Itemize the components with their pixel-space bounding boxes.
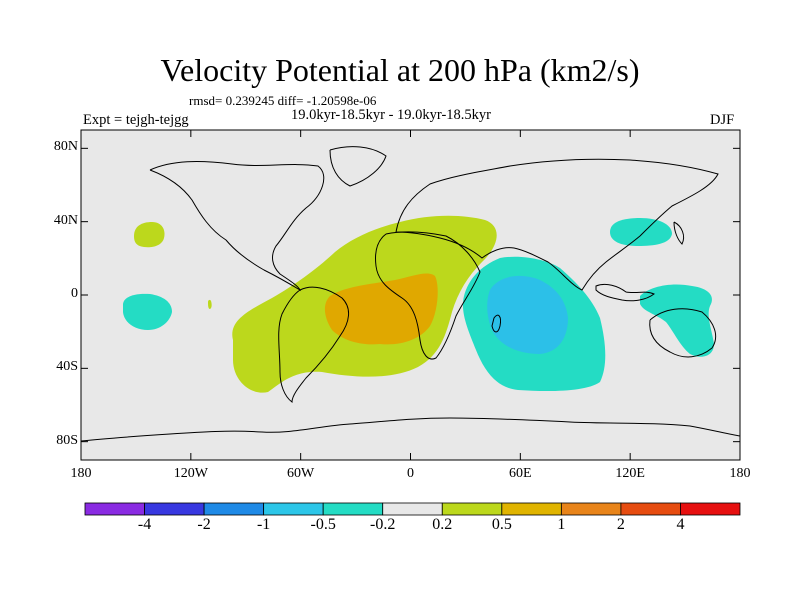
y-tick-label: 80N bbox=[53, 139, 78, 155]
x-tick-label: 180 bbox=[729, 466, 751, 481]
colorbar-label: -4 bbox=[137, 516, 152, 533]
colorbar-label: 0.5 bbox=[491, 516, 512, 533]
tick-marks bbox=[80, 130, 741, 460]
y-tick-label: 80S bbox=[56, 432, 78, 448]
colorbar-label: 0.2 bbox=[432, 516, 453, 533]
colorbar-swatch bbox=[322, 502, 384, 516]
colorbar-label: -0.2 bbox=[370, 516, 396, 533]
colorbar-label: -1 bbox=[256, 516, 271, 533]
coast-south-america bbox=[278, 286, 349, 404]
contour-fill-layer bbox=[81, 146, 740, 442]
colorbar bbox=[84, 502, 741, 516]
contour-negative-westpac bbox=[640, 284, 714, 357]
contour-negative-eastasia bbox=[610, 218, 672, 246]
colorbar-swatch bbox=[144, 502, 205, 516]
coast-greenland bbox=[329, 146, 387, 187]
colorbar-label: 2 bbox=[616, 516, 625, 533]
x-tick-label: 180 bbox=[70, 466, 92, 481]
coast-madagascar bbox=[491, 314, 501, 333]
coast-north-america bbox=[149, 161, 325, 292]
coast-maritime-continent bbox=[595, 283, 655, 302]
coastline-layer bbox=[81, 146, 740, 442]
y-tick-label: 0 bbox=[71, 286, 78, 301]
colorbar-swatch bbox=[501, 502, 562, 516]
colorbar-swatch bbox=[560, 502, 622, 516]
x-tick-label: 60E bbox=[509, 466, 532, 481]
experiment-label: Expt = tejgh-tejgg bbox=[83, 112, 189, 128]
colorbar-swatch bbox=[263, 502, 324, 516]
contour-negative-epacific bbox=[123, 293, 172, 330]
colorbar-label: 4 bbox=[676, 516, 685, 533]
contour-positive-speck bbox=[208, 299, 212, 309]
x-tick-label: 0 bbox=[407, 466, 414, 481]
y-tick-label: 40S bbox=[56, 359, 78, 375]
colorbar-swatch bbox=[620, 502, 681, 516]
x-tick-label: 60W bbox=[287, 466, 315, 481]
coast-australia bbox=[649, 308, 717, 358]
colorbar-swatch bbox=[84, 502, 145, 516]
x-tick-label: 120W bbox=[173, 466, 208, 481]
coast-japan bbox=[673, 221, 685, 245]
contour-negative-core bbox=[487, 275, 568, 354]
colorbar-swatch bbox=[203, 502, 265, 516]
coast-eurasia bbox=[395, 158, 719, 291]
colorbar-swatch bbox=[382, 502, 443, 516]
colorbar-label: 1 bbox=[557, 516, 566, 533]
x-tick-label: 120E bbox=[615, 466, 645, 481]
map-title: Velocity Potential at 200 hPa (km2/s) bbox=[160, 52, 640, 88]
contour-positive-core bbox=[324, 273, 438, 345]
coast-antarctica bbox=[81, 417, 740, 442]
colorbar-swatch bbox=[680, 502, 741, 516]
contour-positive-npacific bbox=[134, 222, 165, 248]
season-label: DJF bbox=[710, 112, 735, 128]
colorbar-label: -0.5 bbox=[310, 516, 336, 533]
y-tick-label: 40N bbox=[53, 212, 78, 228]
period-text: 19.0kyr-18.5kyr - 19.0kyr-18.5kyr bbox=[291, 107, 491, 123]
colorbar-swatch bbox=[441, 502, 503, 516]
stats-text: rmsd= 0.239245 diff= -1.20598e-06 bbox=[189, 93, 377, 108]
colorbar-label: -2 bbox=[197, 516, 211, 533]
